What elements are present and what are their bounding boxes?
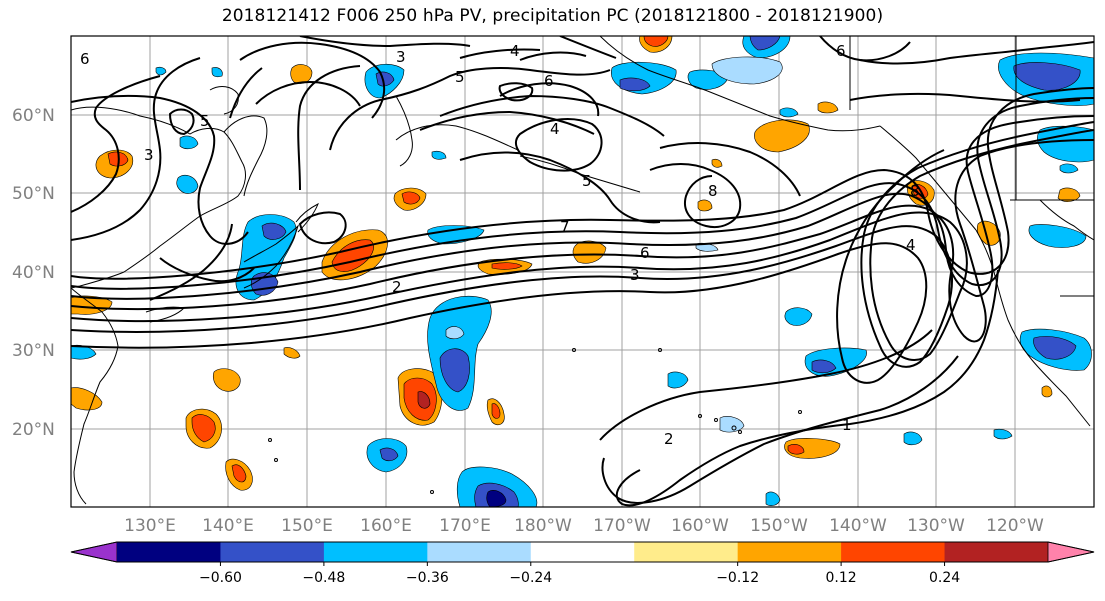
lon-label: 170°W xyxy=(593,516,651,536)
colorbar-segment xyxy=(427,542,532,562)
lon-label: 140°W xyxy=(829,516,887,536)
pv-label: 2 xyxy=(664,430,674,448)
pv-label: 6 xyxy=(80,50,90,68)
pv-contours xyxy=(71,36,1094,507)
pv-label: 3 xyxy=(630,266,640,284)
colorbar-segment xyxy=(220,542,325,562)
pv-label: 3 xyxy=(144,146,154,164)
colorbar-segment xyxy=(634,542,739,562)
lat-label: 30°N xyxy=(12,341,55,361)
lat-label: 20°N xyxy=(12,420,55,440)
pv-contour-labels: 1 2 2 3 3 3 4 4 4 5 5 5 6 6 6 7 8 8 6 xyxy=(80,42,920,448)
colorbar-tick-label: 0.12 xyxy=(826,570,857,586)
colorbar-tick-label: −0.12 xyxy=(716,570,759,586)
lon-label: 160°E xyxy=(360,516,412,536)
lon-label: 180°W xyxy=(514,516,572,536)
colorbar-tick-label: −0.48 xyxy=(302,570,345,586)
lon-label: 130°E xyxy=(124,516,176,536)
colorbar-tick-labels: −0.60 −0.48 −0.36 −0.24 −0.12 0.12 0.24 xyxy=(199,562,960,586)
lon-label: 150°W xyxy=(750,516,808,536)
colorbar xyxy=(70,541,1095,563)
lon-label: 150°E xyxy=(281,516,333,536)
pv-label: 5 xyxy=(582,172,592,190)
pv-label: 6 xyxy=(836,42,846,60)
lon-label: 120°W xyxy=(986,516,1044,536)
colorbar-segment xyxy=(530,542,635,562)
colorbar-extend-low xyxy=(70,541,118,563)
latitude-labels: 60°N 50°N 40°N 30°N 20°N xyxy=(12,106,55,440)
colorbar-segment xyxy=(841,542,946,562)
pv-label: 4 xyxy=(906,236,916,254)
pv-label: 8 xyxy=(708,182,718,200)
colorbar-tick-label: 0.24 xyxy=(929,570,960,586)
colorbar-tick-label: −0.36 xyxy=(406,570,449,586)
lon-label: 130°W xyxy=(907,516,965,536)
pv-label: 1 xyxy=(842,416,852,434)
pv-label: 3 xyxy=(396,48,406,66)
pv-label: 6 xyxy=(640,244,650,262)
colorbar-segment xyxy=(737,542,842,562)
map-title: 2018121412 F006 250 hPa PV, precipitatio… xyxy=(221,6,884,26)
lon-label: 170°E xyxy=(439,516,491,536)
pv-label: 5 xyxy=(455,68,465,86)
lat-label: 40°N xyxy=(12,263,55,283)
colorbar-tick-label: −0.24 xyxy=(509,570,552,586)
pv-label: 4 xyxy=(510,42,520,60)
lat-label: 60°N xyxy=(12,106,55,126)
longitude-labels: 130°E 140°E 150°E 160°E 170°E 180°W 170°… xyxy=(124,516,1044,536)
pv-label: 5 xyxy=(200,112,210,130)
colorbar-outline xyxy=(70,541,1095,563)
colorbar-segment xyxy=(117,542,221,562)
map-frame xyxy=(70,35,1095,508)
colorbar-segment xyxy=(323,542,428,562)
lon-label: 160°W xyxy=(671,516,729,536)
pv-label: 4 xyxy=(550,120,560,138)
colorbar-extend-high xyxy=(1047,541,1095,563)
lat-label: 50°N xyxy=(12,184,55,204)
pv-label: 6 xyxy=(544,72,554,90)
pv-label: 7 xyxy=(560,218,570,236)
lon-label: 140°E xyxy=(202,516,254,536)
precipitation-shading xyxy=(71,36,1094,507)
pv-label: 8 xyxy=(910,182,920,200)
pv-label: 2 xyxy=(392,278,402,296)
colorbar-tick-label: −0.60 xyxy=(199,570,242,586)
colorbar-segment xyxy=(944,542,1049,562)
